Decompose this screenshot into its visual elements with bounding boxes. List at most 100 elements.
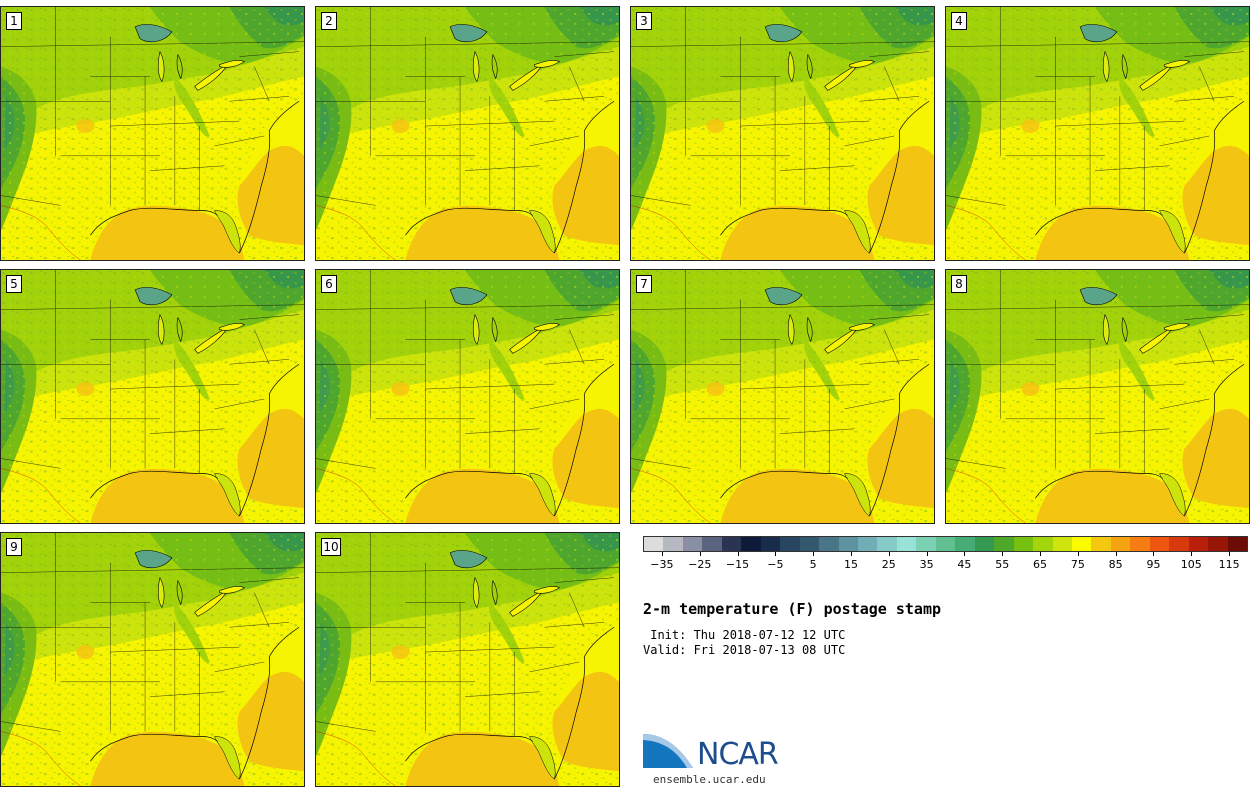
colorbar-cell bbox=[896, 537, 917, 551]
colorbar-tick-label: 115 bbox=[1218, 558, 1240, 571]
colorbar-tick-label: 85 bbox=[1108, 558, 1123, 571]
colorbar-cell bbox=[1188, 537, 1209, 551]
colorbar-tick-label: 65 bbox=[1033, 558, 1048, 571]
panel-1-map bbox=[1, 7, 304, 260]
panel-4-number: 4 bbox=[951, 12, 967, 30]
colorbar-tick bbox=[1040, 552, 1042, 556]
colorbar-tick bbox=[926, 552, 928, 556]
valid-time: Valid: Fri 2018-07-13 08 UTC bbox=[643, 643, 846, 657]
colorbar-cell bbox=[994, 537, 1014, 551]
colorbar bbox=[643, 536, 1248, 552]
colorbar-tick-label: 55 bbox=[995, 558, 1010, 571]
colorbar-cell bbox=[1227, 537, 1248, 551]
colorbar-cell bbox=[877, 537, 897, 551]
panel-10-number: 10 bbox=[321, 538, 341, 556]
panel-1-number: 1 bbox=[6, 12, 22, 30]
colorbar-tick-label: 105 bbox=[1180, 558, 1202, 571]
colorbar-tick bbox=[1229, 552, 1231, 556]
colorbar-tick bbox=[775, 552, 777, 556]
colorbar-cell bbox=[857, 537, 878, 551]
colorbar-cell bbox=[955, 537, 975, 551]
panel-3-map bbox=[631, 7, 934, 260]
colorbar-cell bbox=[916, 537, 936, 551]
panel-2-number: 2 bbox=[321, 12, 337, 30]
colorbar-cell bbox=[682, 537, 703, 551]
colorbar-cell bbox=[1052, 537, 1072, 551]
colorbar-cell bbox=[702, 537, 722, 551]
panel-2-map bbox=[316, 7, 619, 260]
colorbar-tick bbox=[661, 552, 663, 556]
colorbar-tick bbox=[1153, 552, 1155, 556]
colorbar-tick bbox=[964, 552, 966, 556]
panel-6-map bbox=[316, 270, 619, 523]
colorbar-cell bbox=[1071, 537, 1092, 551]
panel-5-number: 5 bbox=[6, 275, 22, 293]
colorbar-cell bbox=[974, 537, 995, 551]
panel-5-map bbox=[1, 270, 304, 523]
colorbar-tick-label: 5 bbox=[809, 558, 817, 571]
panel-6-number: 6 bbox=[321, 275, 337, 293]
colorbar-cell bbox=[760, 537, 781, 551]
panel-3-number: 3 bbox=[636, 12, 652, 30]
colorbar-cell bbox=[644, 537, 664, 551]
colorbar-cell bbox=[663, 537, 683, 551]
colorbar-tick bbox=[1191, 552, 1193, 556]
colorbar-tick bbox=[813, 552, 815, 556]
panel-8-map bbox=[946, 270, 1249, 523]
colorbar-cell bbox=[1169, 537, 1189, 551]
colorbar-cell bbox=[1149, 537, 1170, 551]
colorbar-tick bbox=[1115, 552, 1117, 556]
colorbar-cell bbox=[935, 537, 956, 551]
colorbar-cell bbox=[1110, 537, 1131, 551]
panel-8: 8 bbox=[945, 269, 1250, 524]
colorbar-tick-label: 15 bbox=[843, 558, 858, 571]
colorbar-cell bbox=[1033, 537, 1053, 551]
colorbar-cell bbox=[780, 537, 800, 551]
colorbar-cell bbox=[721, 537, 742, 551]
colorbar-tick-label: −35 bbox=[650, 558, 674, 571]
colorbar-tick bbox=[699, 552, 701, 556]
panel-7-map bbox=[631, 270, 934, 523]
colorbar-tick-label: 45 bbox=[957, 558, 972, 571]
colorbar-tick bbox=[850, 552, 852, 556]
colorbar-tick bbox=[737, 552, 739, 556]
panel-4: 4 bbox=[945, 6, 1250, 261]
colorbar-tick-label: 75 bbox=[1070, 558, 1085, 571]
panel-10-map bbox=[316, 533, 619, 786]
panel-6: 6 bbox=[315, 269, 620, 524]
colorbar-tick-label: −15 bbox=[725, 558, 750, 571]
colorbar-ticks: −35 −25 −15 −5 5 15 25 35 45 55 65 75 85 95 105 115 bbox=[643, 552, 1248, 572]
panel-9-map bbox=[1, 533, 304, 786]
plot-title: 2-m temperature (F) postage stamp bbox=[643, 600, 942, 618]
logo-text: NCAR bbox=[697, 737, 779, 772]
panel-2: 2 bbox=[315, 6, 620, 261]
logo-url: ensemble.ucar.edu bbox=[653, 773, 766, 786]
colorbar-cell bbox=[741, 537, 761, 551]
panel-10: 10 bbox=[315, 532, 620, 787]
colorbar-tick-label: 25 bbox=[881, 558, 896, 571]
colorbar-cell bbox=[799, 537, 820, 551]
colorbar-tick bbox=[1002, 552, 1004, 556]
panel-5: 5 bbox=[0, 269, 305, 524]
colorbar-tick bbox=[1077, 552, 1079, 556]
colorbar-cell bbox=[1208, 537, 1228, 551]
colorbar-tick-label: −5 bbox=[767, 558, 784, 571]
colorbar-cell bbox=[819, 537, 839, 551]
panel-9: 9 bbox=[0, 532, 305, 787]
panel-7-number: 7 bbox=[636, 275, 652, 293]
init-time: Init: Thu 2018-07-12 12 UTC bbox=[643, 628, 846, 642]
colorbar-tick-label: −25 bbox=[688, 558, 712, 571]
ncar-logo-icon bbox=[643, 732, 696, 769]
panel-9-number: 9 bbox=[6, 538, 22, 556]
panel-3: 3 bbox=[630, 6, 935, 261]
colorbar-cell bbox=[1091, 537, 1111, 551]
panel-7: 7 bbox=[630, 269, 935, 524]
panel-1: 1 bbox=[0, 6, 305, 261]
panel-8-number: 8 bbox=[951, 275, 967, 293]
colorbar-tick bbox=[888, 552, 890, 556]
panel-4-map bbox=[946, 7, 1249, 260]
colorbar-cell bbox=[838, 537, 858, 551]
colorbar-cell bbox=[1130, 537, 1150, 551]
colorbar-tick-label: 35 bbox=[919, 558, 934, 571]
colorbar-cell bbox=[1013, 537, 1034, 551]
